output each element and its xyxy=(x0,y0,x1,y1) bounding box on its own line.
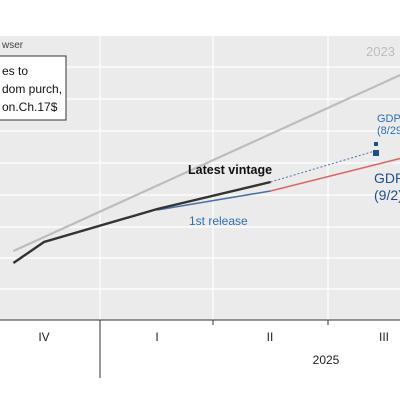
marker-layer xyxy=(373,142,379,156)
series-line-2023 xyxy=(12,73,400,253)
label-gdpnow-92-line2: (9/2) xyxy=(374,187,400,203)
ylabel-box-border xyxy=(0,55,67,121)
marker-point-gdpnow-829 xyxy=(374,142,378,146)
label-latest-vintage: Latest vintage xyxy=(188,163,272,177)
series-line-latest-vintage xyxy=(12,180,271,264)
label-gdpnow-829-line2: (8/29 xyxy=(377,125,400,137)
ylabel-box: es to dom purch, on.Ch.17$ xyxy=(0,55,67,121)
year-label-2025: 2025 xyxy=(313,353,340,367)
x-tick-label-ii: II xyxy=(267,330,274,344)
series-line-latest-to-gdpnow xyxy=(270,149,379,183)
plot-background xyxy=(0,36,400,320)
x-tick-label-iv: IV xyxy=(38,330,49,344)
series-layer xyxy=(12,73,400,264)
x-tick-label-iii: III xyxy=(379,330,389,344)
ylabel-line-2: dom purch, xyxy=(2,82,62,96)
marker-point-gdpnow-92 xyxy=(373,150,379,156)
ylabel-line-1: es to xyxy=(2,64,28,78)
source-fragment: wser xyxy=(1,40,24,51)
label-first-release: 1st release xyxy=(189,214,248,228)
x-tick-label-i: I xyxy=(155,330,158,344)
ylabel-line-3: on.Ch.17$ xyxy=(2,100,58,114)
grid xyxy=(0,36,400,320)
label-2023: 2023 xyxy=(366,44,395,59)
label-gdpnow-92-line1: GDP xyxy=(374,170,400,186)
series-line-1st-release xyxy=(157,190,271,211)
series-line-gdpnow-9-2 xyxy=(270,157,400,192)
label-gdpnow-829-line1: GDP xyxy=(377,113,400,125)
